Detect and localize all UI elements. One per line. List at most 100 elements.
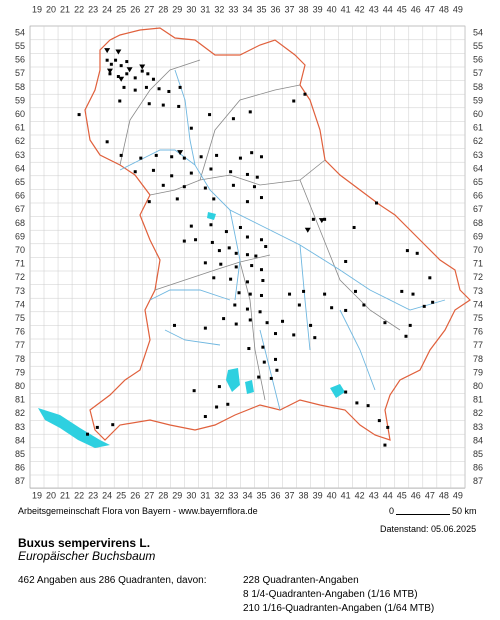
- row-label: 76: [15, 327, 25, 337]
- state-border: [84, 27, 471, 441]
- record-marker: [133, 76, 137, 80]
- record-marker: [238, 225, 242, 229]
- record-marker: [234, 265, 238, 269]
- row-label: 84: [15, 435, 25, 445]
- river: [119, 69, 446, 411]
- record-marker: [157, 87, 161, 91]
- row-label: 74: [15, 299, 25, 309]
- row-label: 71: [15, 259, 25, 269]
- record-marker: [224, 230, 228, 234]
- column-label: 28: [158, 4, 168, 14]
- row-label: 60: [15, 109, 25, 119]
- record-marker: [262, 360, 266, 364]
- row-label: 81: [473, 395, 483, 405]
- record-marker: [255, 175, 259, 179]
- record-marker: [189, 171, 193, 175]
- column-label: 34: [242, 490, 252, 500]
- record-marker: [106, 68, 113, 74]
- record-marker: [177, 104, 181, 108]
- record-marker: [203, 186, 207, 190]
- record-marker: [139, 156, 143, 160]
- row-label: 66: [15, 191, 25, 201]
- scale-start: 0: [389, 506, 395, 516]
- record-marker: [116, 75, 120, 79]
- record-marker: [125, 72, 129, 76]
- column-label: 20: [46, 490, 56, 500]
- record-marker: [182, 185, 186, 189]
- record-marker: [161, 103, 165, 107]
- record-marker: [233, 303, 237, 307]
- row-label: 79: [15, 367, 25, 377]
- row-label: 83: [473, 422, 483, 432]
- column-label: 35: [256, 4, 266, 14]
- record-marker: [125, 60, 129, 64]
- column-label: 35: [256, 490, 266, 500]
- record-marker: [428, 276, 432, 280]
- column-label: 30: [186, 4, 196, 14]
- common-name: Europäischer Buchsbaum: [18, 549, 156, 563]
- record-marker: [199, 155, 203, 159]
- row-label: 66: [473, 191, 483, 201]
- row-label: 73: [15, 286, 25, 296]
- record-marker: [261, 279, 265, 283]
- record-marker: [118, 76, 125, 82]
- record-marker: [245, 253, 249, 257]
- record-marker: [119, 153, 123, 157]
- record-marker: [161, 183, 165, 187]
- record-marker: [217, 249, 221, 253]
- column-label: 25: [116, 4, 126, 14]
- row-label: 79: [473, 367, 483, 377]
- map: 19 19 20 20 21 21 22 22 23 23 24 24 25 25 26 26 27 27 28 28…: [15, 4, 483, 500]
- record-marker: [245, 200, 249, 204]
- record-marker: [375, 201, 379, 205]
- record-marker: [203, 261, 207, 265]
- record-marker: [274, 357, 278, 361]
- column-label: 19: [32, 4, 42, 14]
- row-label: 83: [15, 422, 25, 432]
- row-label: 78: [473, 354, 483, 364]
- record-marker: [313, 336, 317, 340]
- column-label: 38: [299, 4, 309, 14]
- record-marker: [265, 321, 269, 325]
- record-marker: [119, 64, 123, 68]
- column-label: 30: [186, 490, 196, 500]
- record-marker: [248, 292, 252, 296]
- scale-bar: [396, 514, 450, 515]
- column-label: 28: [158, 490, 168, 500]
- row-label: 57: [473, 68, 483, 78]
- record-marker: [366, 404, 370, 408]
- record-marker: [151, 168, 155, 172]
- row-label: 78: [15, 354, 25, 364]
- record-marker: [229, 170, 233, 174]
- column-label: 25: [116, 490, 126, 500]
- row-label: 61: [15, 123, 25, 133]
- row-label: 56: [473, 55, 483, 65]
- record-marker: [217, 385, 221, 389]
- record-marker: [182, 239, 186, 243]
- row-label: 58: [473, 82, 483, 92]
- record-marker: [344, 390, 348, 394]
- row-label: 86: [15, 463, 25, 473]
- column-label: 40: [327, 4, 337, 14]
- column-label: 23: [88, 4, 98, 14]
- column-label: 38: [299, 490, 309, 500]
- record-marker: [133, 88, 137, 92]
- record-marker: [245, 172, 249, 176]
- column-label: 31: [200, 4, 210, 14]
- row-label: 60: [473, 109, 483, 119]
- record-marker: [377, 419, 381, 423]
- record-marker: [355, 401, 359, 405]
- row-label: 75: [473, 313, 483, 323]
- row-label: 67: [473, 204, 483, 214]
- column-label: 26: [130, 4, 140, 14]
- record-marker: [344, 259, 348, 263]
- record-marker: [353, 289, 357, 293]
- row-label: 68: [473, 218, 483, 228]
- record-marker: [245, 280, 249, 284]
- row-label: 65: [15, 177, 25, 187]
- record-marker: [194, 238, 198, 242]
- record-marker: [203, 326, 207, 330]
- record-marker: [140, 69, 144, 73]
- column-label: 37: [285, 4, 295, 14]
- record-marker: [415, 251, 419, 255]
